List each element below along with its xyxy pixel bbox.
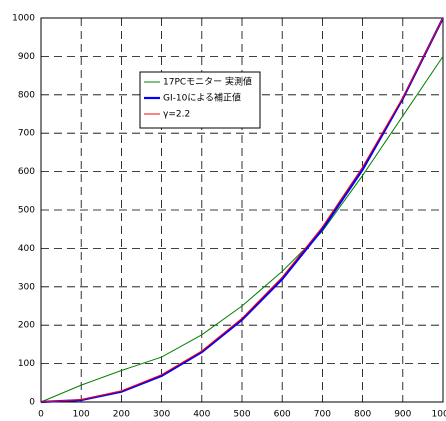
y-tick-label: 500 [18,206,35,216]
y-tick-label: 0 [29,398,35,408]
legend-box [139,71,261,129]
x-tick-label: 1000 [432,410,446,420]
x-tick-label: 900 [394,410,411,420]
y-tick-label: 300 [18,282,35,292]
y-tick-label: 1000 [12,14,35,24]
x-tick-label: 500 [233,410,250,420]
legend-label: 17PCモニター 実測値 [163,76,252,88]
plot-frame [40,17,444,403]
x-tick-label: 300 [153,410,170,420]
x-tick-label: 200 [113,410,130,420]
y-tick-label: 600 [18,167,35,177]
series-line [40,56,444,403]
y-tick-label: 400 [18,244,35,254]
y-tick-label: 700 [18,129,35,139]
x-tick-label: 100 [73,410,90,420]
x-tick-label: 600 [274,410,291,420]
x-tick-label: 0 [38,410,44,420]
series-line [40,17,444,404]
y-tick-label: 200 [18,321,35,331]
legend-label: γ=2.2 [163,110,190,120]
legend-label: GI-10による補正値 [163,92,241,104]
x-tick-label: 700 [314,410,331,420]
y-tick-label: 900 [18,52,35,62]
x-tick-label: 800 [354,410,371,420]
x-tick-label: 400 [193,410,210,420]
series-line [40,17,444,403]
y-tick-label: 800 [18,90,35,100]
y-tick-label: 100 [18,359,35,369]
